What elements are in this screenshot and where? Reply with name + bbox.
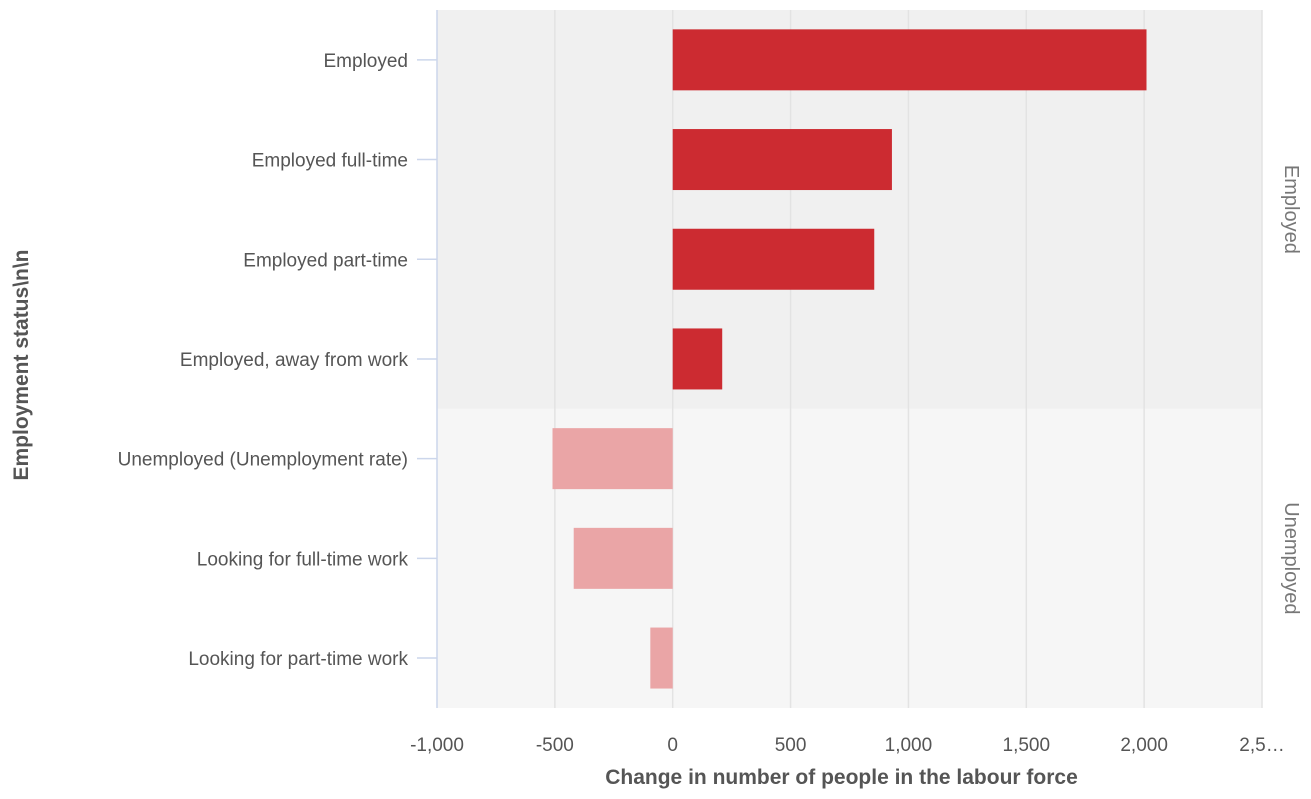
group-bands	[437, 10, 1262, 708]
group-labels: Employed Unemployed	[1280, 165, 1302, 615]
x-tick-label: 1,000	[885, 735, 933, 756]
category-label: Employed	[324, 51, 409, 72]
x-tick-label: -1,000	[410, 735, 464, 756]
bar[interactable]	[672, 29, 1147, 91]
category-labels: Employed Employed full-time Employed part-…	[118, 51, 437, 670]
x-tick-label: 0	[667, 735, 678, 756]
x-tick-label: 500	[775, 735, 807, 756]
bar[interactable]	[672, 129, 892, 191]
category-label: Employed part-time	[243, 250, 408, 271]
bar[interactable]	[672, 228, 875, 290]
x-axis-title: Change in number of people in the labour…	[605, 766, 1078, 789]
bar[interactable]	[552, 428, 673, 490]
category-label: Looking for part-time work	[188, 649, 408, 670]
bar[interactable]	[650, 627, 673, 689]
bar[interactable]	[573, 527, 673, 589]
category-label: Employed full-time	[252, 151, 408, 172]
category-label: Looking for full-time work	[197, 549, 409, 570]
group-label-0: Employed	[1280, 165, 1302, 254]
x-tick-labels: -1,000 -500 0 500 1,000 1,500 2,000 2,5…	[410, 735, 1285, 756]
x-tick-label: -500	[536, 735, 574, 756]
bars	[552, 29, 1147, 689]
bar[interactable]	[672, 328, 723, 390]
gridlines	[554, 10, 1263, 708]
x-tick-label: 2,000	[1120, 735, 1168, 756]
group-label-1: Unemployed	[1280, 502, 1302, 614]
x-tick-label: 1,500	[1003, 735, 1051, 756]
category-label: Employed, away from work	[180, 350, 409, 371]
y-axis-title: Employment status\n\n	[10, 249, 33, 480]
category-label: Unemployed (Unemployment rate)	[118, 450, 408, 471]
x-tick-label: 2,5…	[1239, 735, 1284, 756]
